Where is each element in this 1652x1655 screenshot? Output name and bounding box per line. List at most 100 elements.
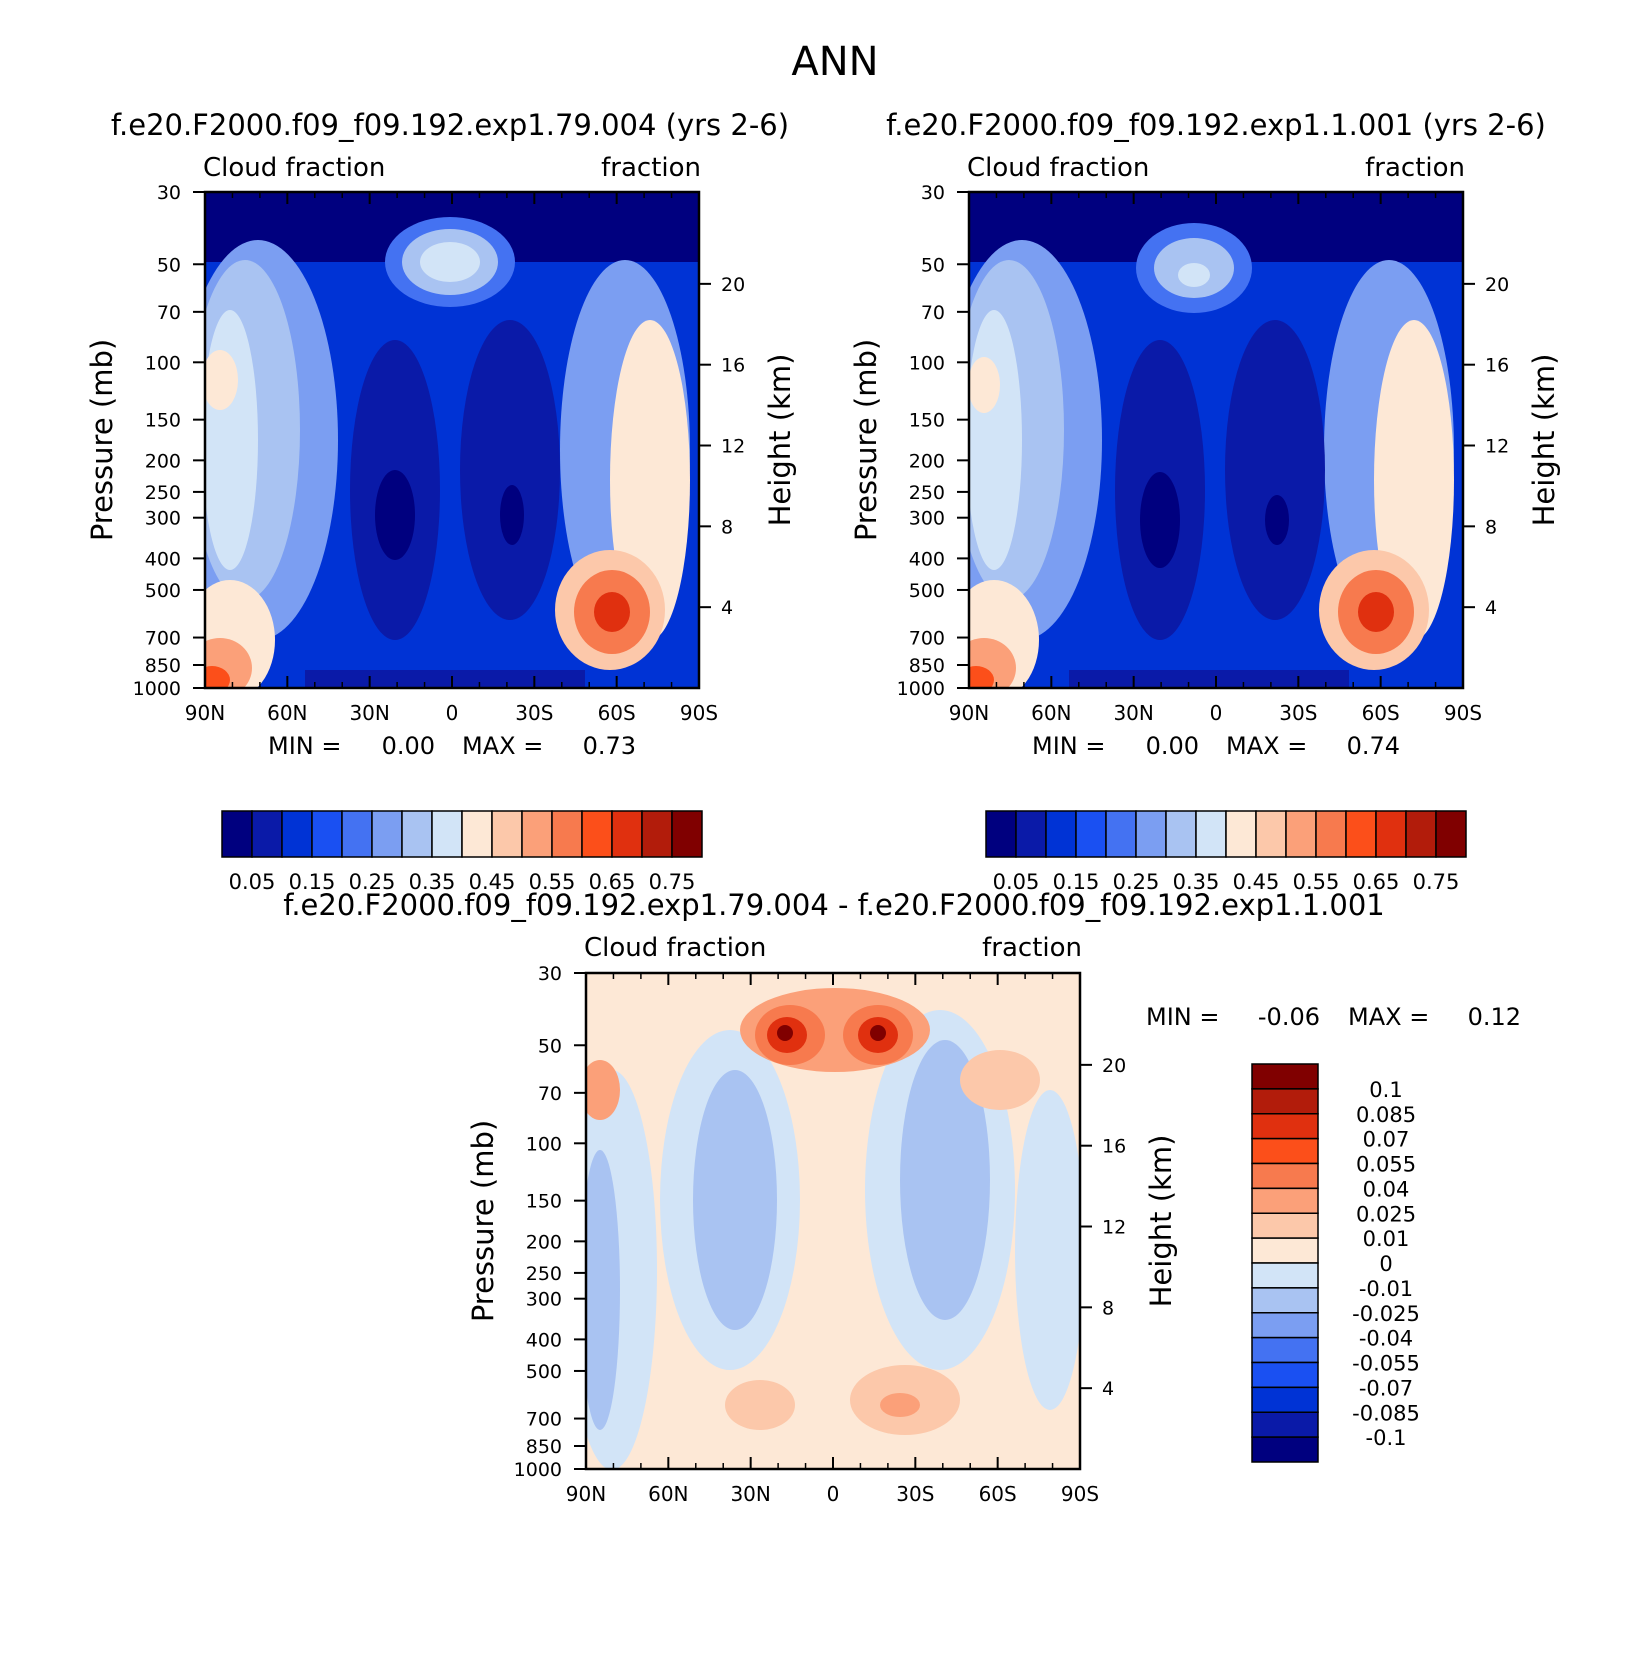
colorbar-swatch <box>1251 1411 1319 1438</box>
panel-control-run: f.e20.F2000.f09_f09.192.exp1.79.004 (yrs… <box>85 108 797 894</box>
x-tick-label: 60S <box>1362 701 1400 725</box>
colorbar-label: 0.05 <box>229 870 276 894</box>
colorbar-swatch <box>1251 1436 1319 1463</box>
y2-tick-label: 4 <box>721 597 733 619</box>
colorbar-swatch <box>1251 1312 1319 1339</box>
y2-tick-label: 12 <box>721 436 745 458</box>
max-value: 0.73 <box>583 732 636 760</box>
colorbar-swatch <box>1251 1088 1319 1115</box>
contour-blob <box>1358 592 1394 632</box>
y-tick-label: 70 <box>538 1083 562 1105</box>
colorbar: 0.05 0.15 0.25 0.35 0.45 0.55 0.65 0.75 <box>985 810 1467 894</box>
colorbar-label: -0.04 <box>1359 1327 1413 1351</box>
colorbar-label: -0.025 <box>1352 1302 1420 1326</box>
panel-difference: f.e20.F2000.f09_f09.192.exp1.79.004 - f.… <box>283 888 1521 1506</box>
colorbar-swatch <box>521 810 553 858</box>
colorbar-vertical: 0.10.0850.070.0550.040.0250.010-0.01-0.0… <box>1251 1063 1420 1463</box>
contour-bottom-band <box>1069 670 1349 688</box>
min-value: 0.00 <box>382 732 435 760</box>
y-tick-label: 500 <box>526 1361 562 1383</box>
contour-blob <box>870 1025 886 1041</box>
panel-title: f.e20.F2000.f09_f09.192.exp1.79.004 - f.… <box>283 888 1385 922</box>
y-tick-label: 50 <box>157 254 181 276</box>
contour-blob <box>777 1025 793 1041</box>
y-tick-label: 700 <box>526 1409 562 1431</box>
y2-tick-label: 8 <box>1485 516 1497 538</box>
colorbar-swatch <box>1375 810 1407 858</box>
colorbar-label: 0.01 <box>1363 1227 1410 1251</box>
contour-blob <box>500 485 524 545</box>
colorbar-label: -0.085 <box>1352 1401 1420 1425</box>
y-tick-label: 100 <box>526 1133 562 1155</box>
colorbar-label: 0.65 <box>1353 870 1400 894</box>
colorbar-swatch <box>581 810 613 858</box>
contour-blob <box>205 666 230 688</box>
max-value: 0.12 <box>1468 1003 1521 1031</box>
contour-blob <box>880 1393 920 1417</box>
colorbar-label: 0.07 <box>1363 1128 1410 1152</box>
colorbar-swatch <box>1225 810 1257 858</box>
min-label: MIN = <box>268 732 341 760</box>
colorbar-label: 0.15 <box>1053 870 1100 894</box>
colorbar-label: 0.45 <box>469 870 516 894</box>
colorbar-swatch <box>281 810 313 858</box>
y-tick-label: 150 <box>526 1191 562 1213</box>
y2-tick-label: 16 <box>1485 355 1509 377</box>
y-tick-label: 100 <box>909 352 945 374</box>
colorbar-swatch <box>251 810 283 858</box>
colorbar-swatch <box>641 810 673 858</box>
x-axis-ticks: 90N 60N 30N 0 30S 60S 90S <box>185 192 718 725</box>
panel-right-label: fraction <box>601 153 701 183</box>
colorbar-label: 0.1 <box>1369 1078 1402 1102</box>
contour-bottom-band <box>305 670 585 688</box>
panel-right-label: fraction <box>1365 153 1465 183</box>
page-title: ANN <box>791 39 878 85</box>
contour-blob <box>460 320 560 620</box>
contour-blob <box>969 666 994 688</box>
x-tick-label: 30S <box>1279 701 1317 725</box>
min-value: 0.00 <box>1146 732 1199 760</box>
y2-axis-ticks: 20 16 12 8 4 <box>1080 1055 1126 1400</box>
colorbar-swatch <box>371 810 403 858</box>
colorbar-label: 0.05 <box>993 870 1040 894</box>
colorbar-label: 0.25 <box>349 870 396 894</box>
colorbar-swatch <box>341 810 373 858</box>
y-axis-title: Pressure (mb) <box>466 1120 500 1322</box>
y-tick-label: 150 <box>909 410 945 432</box>
colorbar-swatch <box>1251 1287 1319 1314</box>
y-tick-label: 850 <box>145 655 181 677</box>
colorbar-label: 0 <box>1379 1252 1392 1276</box>
y2-tick-label: 12 <box>1102 1217 1126 1239</box>
panel-left-label: Cloud fraction <box>203 153 385 183</box>
contour-blob <box>1225 320 1325 620</box>
contour-blob <box>1265 495 1289 545</box>
panel-test-run: f.e20.F2000.f09_f09.192.exp1.1.001 (yrs … <box>849 108 1561 894</box>
colorbar: 0.05 0.15 0.25 0.35 0.45 0.55 0.65 0.75 <box>221 810 703 894</box>
colorbar-swatch <box>1405 810 1437 858</box>
min-value: -0.06 <box>1258 1003 1320 1031</box>
colorbar-label: 0.085 <box>1356 1103 1416 1127</box>
contour-blob <box>586 1150 620 1430</box>
contour-field <box>205 192 699 688</box>
colorbar-swatch <box>1315 810 1347 858</box>
y-tick-label: 300 <box>145 508 181 530</box>
contour-blob <box>420 242 480 282</box>
y-tick-label: 850 <box>526 1436 562 1458</box>
colorbar-swatch <box>1435 810 1467 858</box>
x-tick-label: 60N <box>1031 701 1071 725</box>
y-tick-label: 150 <box>145 410 181 432</box>
panel-title: f.e20.F2000.f09_f09.192.exp1.79.004 (yrs… <box>111 108 789 142</box>
y-tick-label: 250 <box>909 482 945 504</box>
y2-tick-label: 8 <box>1102 1297 1114 1319</box>
y-tick-label: 250 <box>526 1263 562 1285</box>
contour-field <box>586 973 1080 1469</box>
y-tick-label: 300 <box>909 508 945 530</box>
colorbar-swatch <box>671 810 703 858</box>
max-label: MAX = <box>1348 1003 1429 1031</box>
x-tick-label: 60S <box>979 1482 1017 1506</box>
colorbar-label: 0.75 <box>1413 870 1460 894</box>
y-tick-label: 400 <box>909 548 945 570</box>
y-tick-label: 30 <box>921 182 945 204</box>
